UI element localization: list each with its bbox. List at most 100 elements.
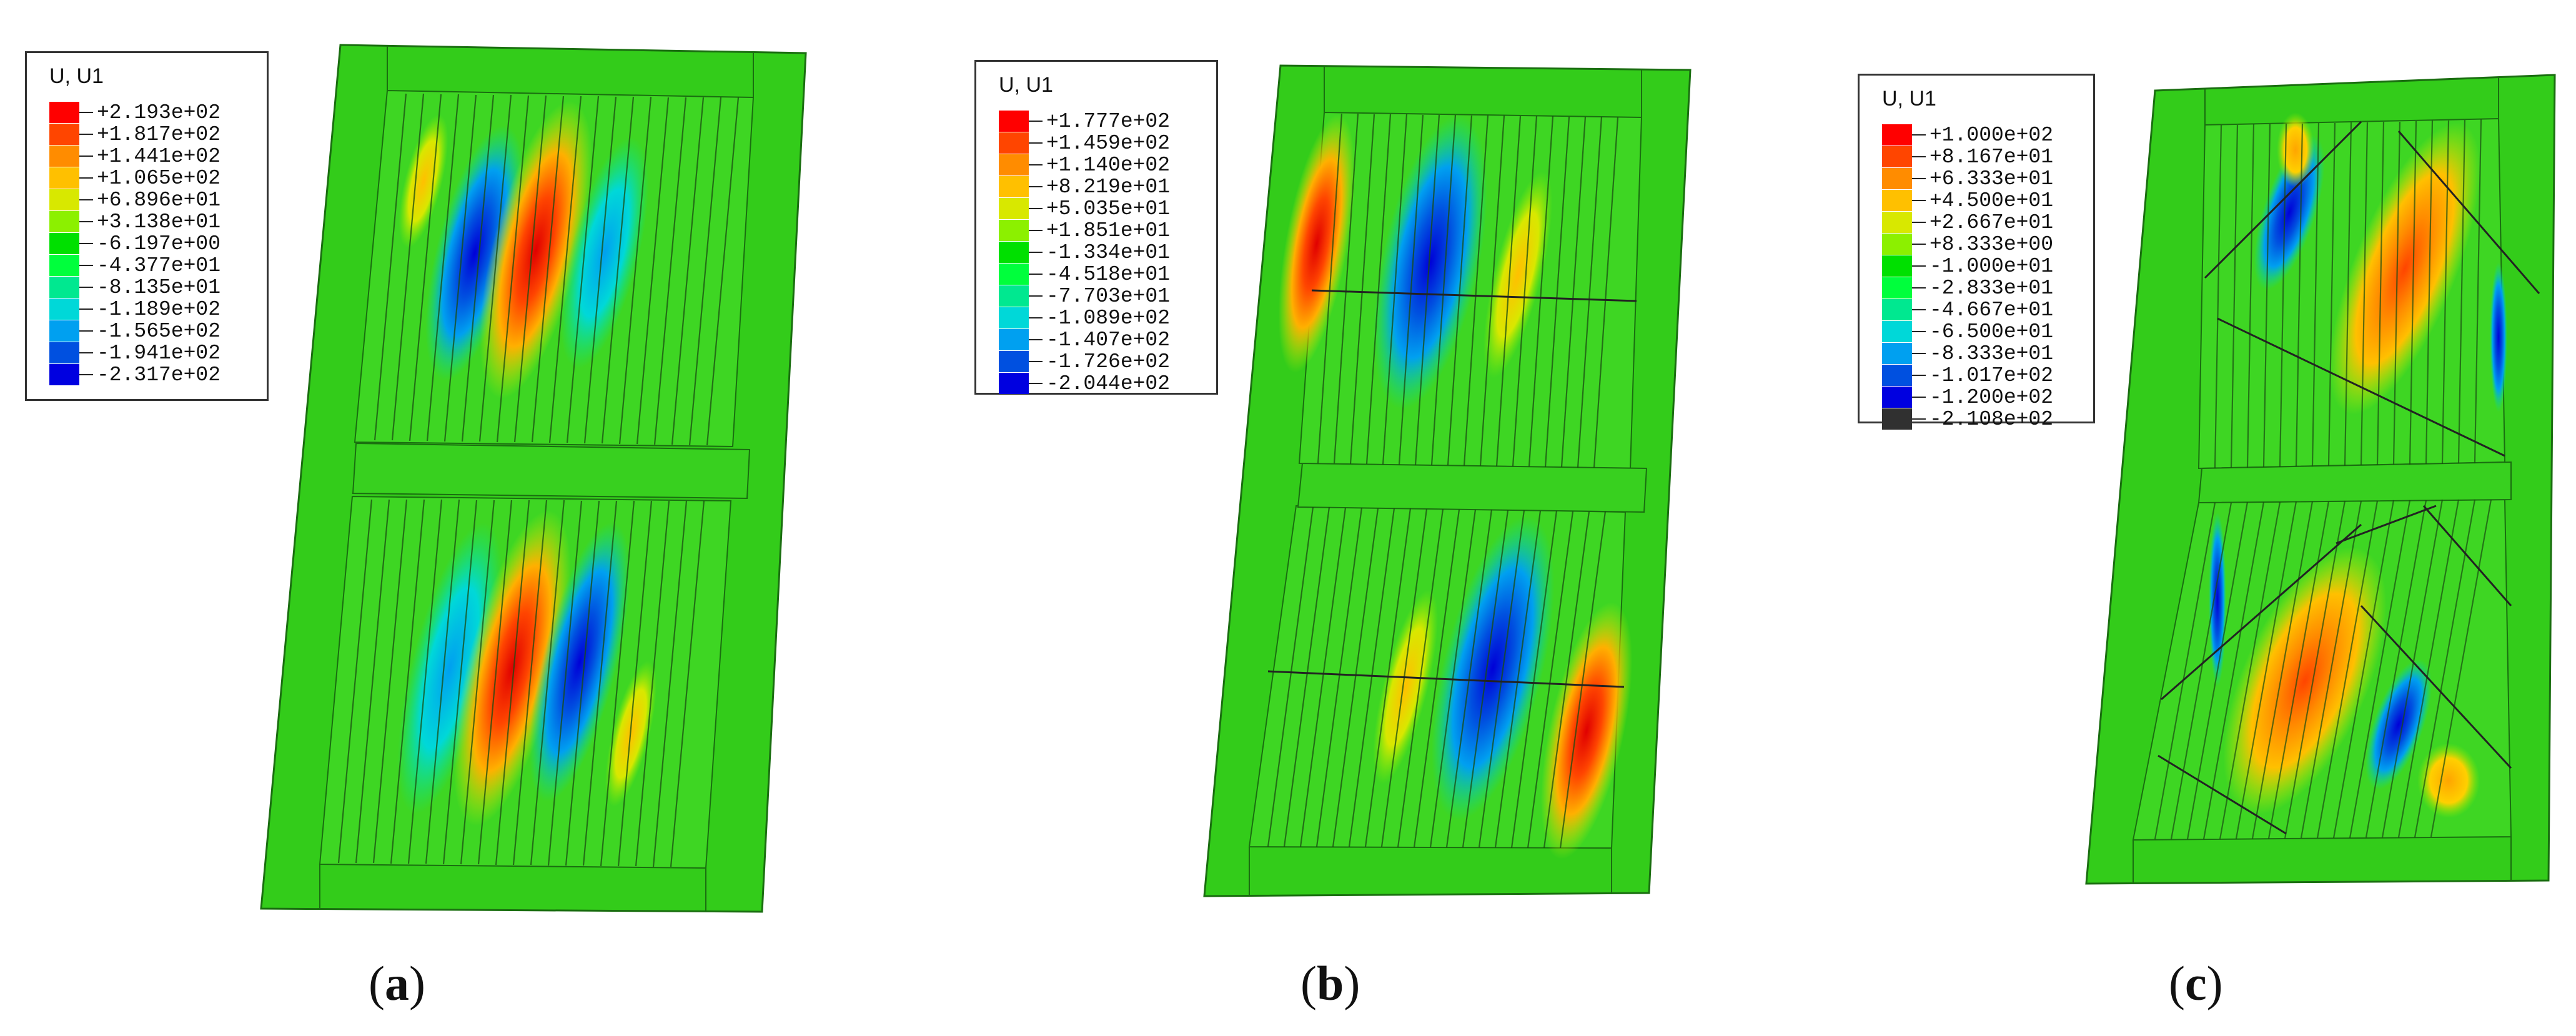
legend-tick bbox=[79, 352, 93, 353]
legend-swatch bbox=[1882, 299, 1912, 320]
legend-entry: +5.035e+01 bbox=[999, 197, 1171, 220]
legend-value: -2.833e+01 bbox=[1930, 276, 2054, 300]
legend-swatch bbox=[999, 285, 1029, 307]
legend-entry: +6.896e+01 bbox=[49, 188, 221, 212]
legend-value: +1.851e+01 bbox=[1046, 219, 1171, 242]
legend-value: -1.726e+02 bbox=[1046, 350, 1171, 373]
legend-tick bbox=[79, 287, 93, 288]
legend-entry: -1.565e+02 bbox=[49, 320, 220, 343]
contour-red bbox=[1540, 602, 1633, 859]
legend-value: +1.441e+02 bbox=[97, 144, 221, 168]
legend-value: -1.089e+02 bbox=[1046, 306, 1171, 330]
legend-value: -4.518e+01 bbox=[1046, 262, 1171, 286]
legend-entry: +1.459e+02 bbox=[999, 131, 1171, 155]
legend-entry: +1.777e+02 bbox=[999, 109, 1171, 133]
stiffener-lines bbox=[1267, 289, 1637, 688]
legend-tick bbox=[1029, 361, 1043, 362]
legend-swatch bbox=[49, 255, 79, 276]
contour-yellow bbox=[1483, 171, 1553, 378]
wall-model-b bbox=[1203, 64, 1692, 897]
legend-swatch bbox=[999, 111, 1029, 132]
legend-entry: -8.333e+01 bbox=[1882, 342, 2053, 365]
contour-blue bbox=[425, 125, 524, 381]
legend-value: -1.941e+02 bbox=[97, 341, 221, 365]
legend-entry: +2.667e+01 bbox=[1882, 211, 2053, 234]
legend-value: +1.817e+02 bbox=[97, 122, 221, 146]
legend-c: U, U1 +1.000e+02 +8.167e+01 +6.333e+01 +4.5… bbox=[1858, 74, 2095, 431]
legend-swatch bbox=[49, 102, 79, 123]
legend-entry: -1.189e+02 bbox=[49, 297, 221, 321]
legend-value: +3.138e+01 bbox=[97, 210, 221, 234]
legend-value: -4.377e+01 bbox=[97, 254, 221, 277]
legend-value: +1.140e+02 bbox=[1046, 153, 1171, 177]
legend-swatch bbox=[49, 342, 79, 363]
legend-swatch bbox=[1882, 234, 1912, 255]
legend-value: +1.459e+02 bbox=[1046, 131, 1171, 155]
legend-entry: -1.089e+02 bbox=[999, 306, 1171, 330]
legend-value: -1.189e+02 bbox=[97, 297, 221, 321]
legend-swatch bbox=[49, 320, 79, 342]
legend-value: -1.000e+01 bbox=[1930, 254, 2054, 278]
legend-tick bbox=[79, 308, 93, 310]
legend-value: +6.896e+01 bbox=[97, 188, 221, 212]
contour-yellow bbox=[2277, 112, 2314, 187]
panel-b: U, U1 +1.777e+02 +1.459e+02 +1.140e+02 +8.2… bbox=[862, 0, 1724, 1036]
legend-value: -6.500e+01 bbox=[1930, 320, 2054, 343]
legend-swatch bbox=[49, 364, 79, 385]
legend-entry: -1.000e+01 bbox=[1882, 254, 2054, 278]
legend-value: +1.000e+02 bbox=[1930, 123, 2054, 147]
legend-tick bbox=[79, 330, 93, 332]
legend-tick bbox=[1029, 230, 1043, 231]
legend-swatch bbox=[999, 132, 1029, 154]
legend-entry: +1.817e+02 bbox=[49, 122, 221, 146]
legend-entry: -4.377e+01 bbox=[49, 254, 221, 277]
legend-value: +4.500e+01 bbox=[1930, 189, 2054, 212]
legend-value: +1.777e+02 bbox=[1046, 109, 1171, 133]
legend-entry: +8.219e+01 bbox=[999, 175, 1170, 199]
legend-value: -7.703e+01 bbox=[1046, 284, 1171, 308]
legend-tick bbox=[1912, 375, 1926, 376]
legend-swatch bbox=[1882, 190, 1912, 211]
legend-entry: -6.197e+00 bbox=[49, 232, 220, 255]
legend-entry: +4.500e+01 bbox=[1882, 189, 2054, 212]
legend-value: -2.317e+02 bbox=[97, 363, 221, 387]
wall-model-a bbox=[260, 44, 807, 913]
contour-yellow bbox=[1372, 590, 1439, 784]
legend-value: -1.334e+01 bbox=[1046, 240, 1171, 264]
legend-value: -2.044e+02 bbox=[1046, 372, 1171, 395]
legend-entry: +1.065e+02 bbox=[49, 167, 220, 190]
contour-cyan bbox=[560, 137, 649, 368]
panel-c: U, U1 +1.000e+02 +8.167e+01 +6.333e+01 +4.5… bbox=[1724, 0, 2576, 1036]
legend-tick bbox=[1029, 339, 1043, 340]
legend-tick bbox=[1912, 244, 1926, 245]
legend-entry: +1.441e+02 bbox=[49, 144, 221, 168]
legend-swatch bbox=[999, 329, 1029, 350]
legend-tick bbox=[1912, 200, 1926, 201]
legend-swatch bbox=[49, 124, 79, 145]
panel-a: U, U1 +2.193e+02 +1.817e+02 +1.441e+02 +1.0… bbox=[0, 0, 862, 1036]
legend-entry: +1.000e+02 bbox=[1882, 123, 2054, 147]
caption-b: (b) bbox=[1300, 956, 1360, 1010]
legend-title: U, U1 bbox=[999, 73, 1053, 97]
legend-tick bbox=[1029, 121, 1043, 122]
legend-tick bbox=[1029, 295, 1043, 297]
legend-tick bbox=[79, 374, 93, 375]
legend-swatch bbox=[49, 189, 79, 210]
legend-swatch bbox=[1882, 343, 1912, 364]
frame-edges bbox=[1249, 66, 1642, 896]
legend-tick bbox=[79, 265, 93, 266]
legend-entry: +3.138e+01 bbox=[49, 210, 221, 234]
legend-entry: +6.333e+01 bbox=[1882, 167, 2054, 190]
legend-swatch bbox=[999, 351, 1029, 372]
legend-value: +5.035e+01 bbox=[1046, 197, 1171, 220]
legend-value: +6.333e+01 bbox=[1930, 167, 2054, 190]
legend-swatch bbox=[999, 220, 1029, 241]
legend-tick bbox=[1912, 397, 1926, 398]
frame-edges bbox=[319, 45, 754, 910]
legend-swatch bbox=[999, 373, 1029, 394]
legend-tick bbox=[1912, 178, 1926, 179]
legend-value: -1.017e+02 bbox=[1930, 363, 2054, 387]
legend-tick bbox=[1912, 287, 1926, 289]
legend-tick bbox=[1912, 418, 1926, 420]
legend-tick bbox=[1029, 252, 1043, 253]
